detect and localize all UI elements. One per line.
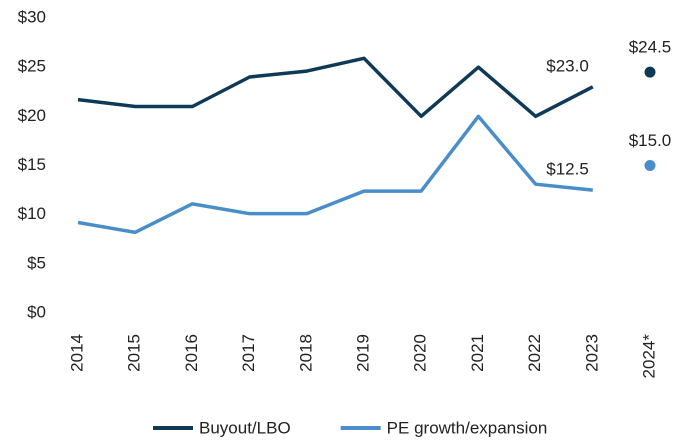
x-tick-label: 2023 bbox=[582, 334, 601, 372]
x-tick-label: 2015 bbox=[125, 334, 144, 372]
y-tick-label: $25 bbox=[18, 57, 46, 76]
data-label: $12.5 bbox=[546, 160, 589, 179]
y-tick-label: $0 bbox=[27, 302, 46, 321]
x-tick-label: 2024* bbox=[639, 334, 658, 379]
legend-label: PE growth/expansion bbox=[387, 418, 548, 437]
x-tick-label: 2018 bbox=[296, 334, 315, 372]
x-tick-label: 2021 bbox=[468, 334, 487, 372]
x-tick-label: 2014 bbox=[67, 334, 86, 372]
y-tick-label: $10 bbox=[18, 204, 46, 223]
x-tick-label: 2017 bbox=[239, 334, 258, 372]
data-label: $24.5 bbox=[629, 38, 672, 57]
data-label: $23.0 bbox=[546, 56, 589, 75]
y-tick-label: $5 bbox=[27, 253, 46, 272]
data-label: $15.0 bbox=[629, 131, 672, 150]
x-tick-label: 2022 bbox=[525, 334, 544, 372]
series-line bbox=[77, 56, 594, 119]
x-tick-label: 2020 bbox=[411, 334, 430, 372]
x-tick-label: 2016 bbox=[182, 334, 201, 372]
projected-point bbox=[644, 66, 656, 78]
x-tick-label: 2019 bbox=[353, 334, 372, 372]
y-tick-label: $20 bbox=[18, 106, 46, 125]
y-tick-label: $30 bbox=[18, 7, 46, 26]
projected-point bbox=[644, 160, 656, 171]
series-line bbox=[77, 114, 593, 235]
y-tick-label: $15 bbox=[18, 155, 46, 174]
legend-label: Buyout/LBO bbox=[199, 418, 291, 437]
